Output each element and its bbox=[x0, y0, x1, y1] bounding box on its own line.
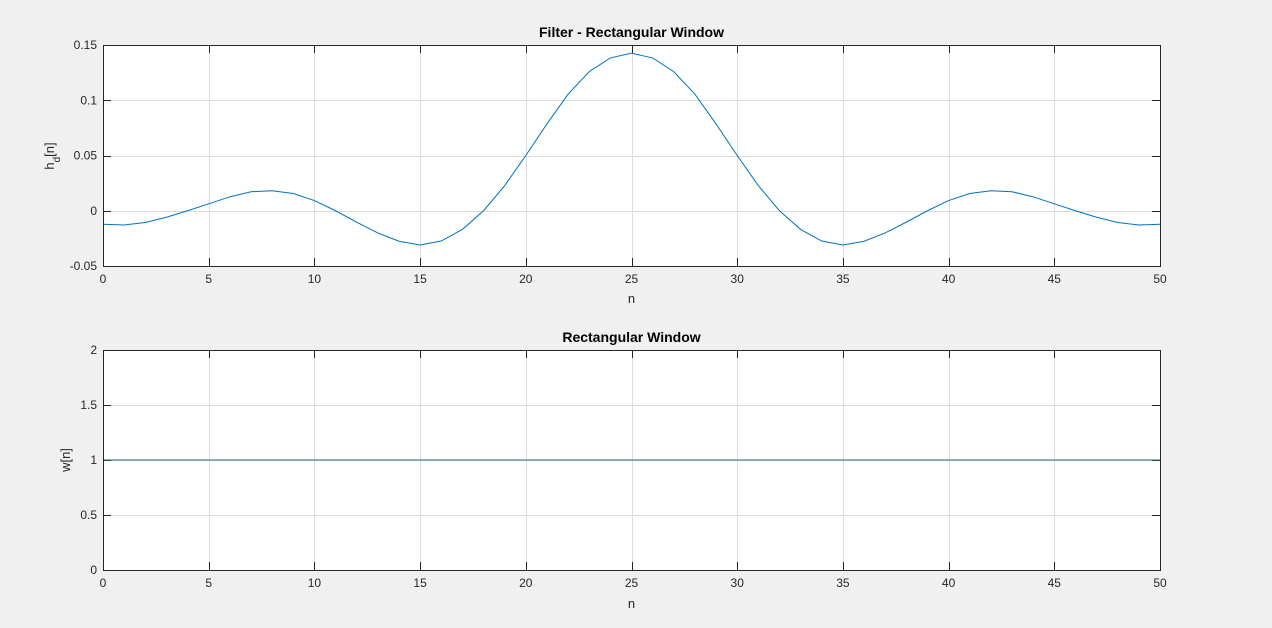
x-tick-label: 30 bbox=[731, 272, 745, 286]
y-label-main: h bbox=[42, 162, 57, 169]
axes-frame bbox=[103, 45, 1161, 267]
x-axis-label: n bbox=[628, 291, 635, 306]
x-tick-label: 50 bbox=[1153, 576, 1167, 590]
y-tick-label: 0.1 bbox=[80, 93, 97, 107]
y-tick-label: 0.15 bbox=[74, 38, 98, 52]
y-label-tail: [n] bbox=[42, 142, 57, 156]
x-tick-label: 20 bbox=[519, 272, 533, 286]
y-label-subscript: d bbox=[52, 157, 63, 163]
axes-frame bbox=[103, 350, 1161, 571]
y-tick-label: 0.5 bbox=[80, 508, 97, 522]
x-tick-label: 0 bbox=[100, 576, 107, 590]
chart-title: Filter - Rectangular Window bbox=[539, 24, 724, 40]
x-tick-label: 45 bbox=[1048, 272, 1062, 286]
x-tick-label: 50 bbox=[1153, 272, 1167, 286]
y-tick-label: 1.5 bbox=[80, 398, 97, 412]
x-tick-label: 10 bbox=[308, 576, 322, 590]
y-tick-label: -0.05 bbox=[70, 259, 98, 273]
y-tick-label: 0 bbox=[90, 204, 97, 218]
y-tick-label: 1 bbox=[90, 453, 97, 467]
series-group bbox=[102, 52, 1161, 246]
x-tick-label: 30 bbox=[731, 576, 745, 590]
x-tick-label: 35 bbox=[836, 272, 850, 286]
window-axes[interactable]: 0 5 10 15 20 25 30 35 40 45 50 0 0.5 1 1.5 2 Rectangula… bbox=[58, 329, 1167, 611]
x-tick-label: 15 bbox=[413, 272, 427, 286]
y-tick-label: 0.05 bbox=[74, 149, 98, 163]
plot-area bbox=[103, 45, 1160, 266]
x-tick-label: 10 bbox=[308, 272, 322, 286]
x-tick-label: 35 bbox=[836, 576, 850, 590]
x-tick-label: 5 bbox=[205, 576, 212, 590]
chart-title: Rectangular Window bbox=[562, 329, 700, 345]
x-axis-label: n bbox=[628, 596, 635, 611]
y-label-main: w[n] bbox=[58, 448, 73, 473]
y-axis-label: w[n] bbox=[58, 448, 73, 473]
x-tick-label: 45 bbox=[1048, 576, 1062, 590]
x-tick-label: 40 bbox=[942, 576, 956, 590]
x-tick-label: 25 bbox=[625, 272, 639, 286]
x-tick-label: 20 bbox=[519, 576, 533, 590]
y-tick-label: 0 bbox=[90, 563, 97, 577]
x-tick-label: 15 bbox=[413, 576, 427, 590]
y-tick-label: 2 bbox=[90, 343, 97, 357]
x-tick-label: 40 bbox=[942, 272, 956, 286]
x-tick-label: 5 bbox=[205, 272, 212, 286]
x-tick-label: 0 bbox=[100, 272, 107, 286]
y-axis-label: hd[n] bbox=[42, 142, 63, 169]
x-tick-label: 25 bbox=[625, 576, 639, 590]
series-line bbox=[102, 52, 1161, 246]
